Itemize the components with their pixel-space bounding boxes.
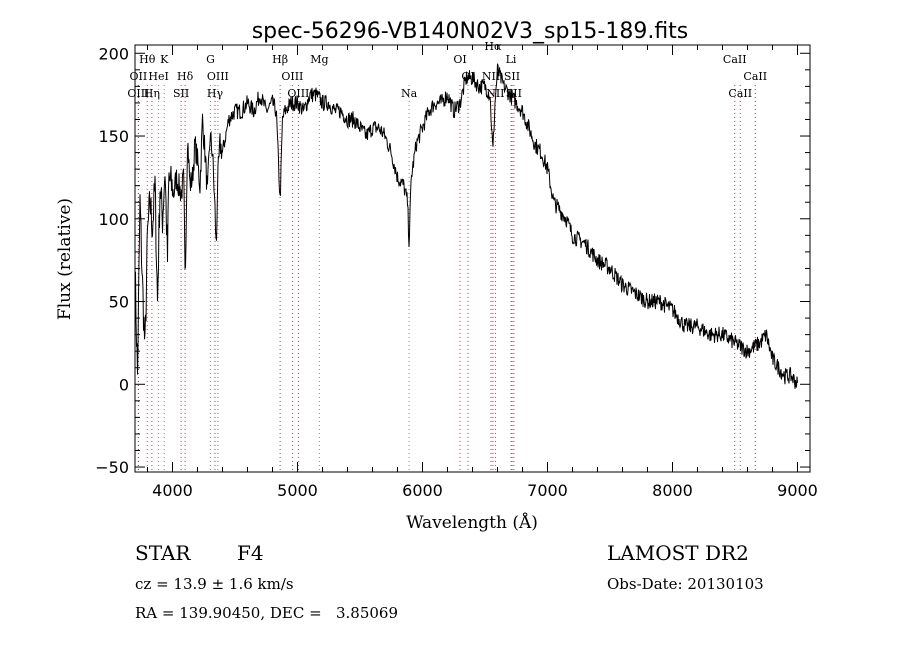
redshift-velocity: cz = 13.9 ± 1.6 km/s [135, 575, 294, 593]
y-tick-label: 0 [119, 375, 129, 394]
annotation-label: Hβ [272, 53, 288, 66]
x-tick-label: 5000 [277, 481, 318, 500]
annotation-label: Li [506, 53, 517, 66]
annotation-label: SII [173, 87, 189, 100]
annotation-label: OIII [281, 70, 303, 83]
x-tick-label: 8000 [652, 481, 693, 500]
annotation-label: Hη [144, 87, 160, 100]
chart-title: spec-56296-VB140N02V3_sp15-189.fits [252, 19, 689, 44]
annotation-label: OI [453, 53, 466, 66]
annotation-label: CaII [728, 87, 752, 100]
x-tick-label: 7000 [527, 481, 568, 500]
annotation-label: G [206, 53, 215, 66]
annotation-label: CaII [743, 70, 767, 83]
observation-date: Obs-Date: 20130103 [607, 575, 764, 593]
y-tick-label: 100 [98, 210, 129, 229]
y-tick-label: −50 [95, 458, 129, 477]
y-tick-label: 150 [98, 127, 129, 146]
annotation-label: Hδ [177, 70, 194, 83]
annotation-label: OII [130, 70, 148, 83]
coordinates: RA = 139.90450, DEC = 3.85069 [135, 604, 399, 622]
plot-frame [134, 44, 811, 473]
annotation-label: Mg [310, 53, 328, 66]
y-tick-label: 50 [109, 293, 129, 312]
annotation-label: HeI [148, 70, 168, 83]
annotation-label: K [160, 53, 169, 66]
annotation-label: Hγ [207, 87, 224, 100]
object-type: STAR [135, 541, 191, 565]
survey-label: LAMOST DR2 [607, 541, 749, 565]
axis-ticks: 4000 5000 6000 7000 8000 9000 −50 0 50 100 150 200 [95, 44, 818, 500]
annotation-label: OIII [127, 87, 149, 100]
y-axis-label: Flux (relative) [55, 198, 75, 320]
x-tick-label: 9000 [777, 481, 818, 500]
x-axis-label: Wavelength (Å) [406, 512, 538, 533]
annotation-label: CaII [723, 53, 747, 66]
annotation-label: SII [504, 70, 520, 83]
annotation-label: OIII [207, 70, 229, 83]
spectrum-line [134, 63, 798, 389]
annotation-label: NII [482, 70, 500, 83]
y-tick-label: 200 [98, 44, 129, 63]
subclass: F4 [237, 541, 264, 565]
annotation-label: Hα [484, 40, 502, 53]
x-tick-label: 4000 [152, 481, 193, 500]
annotation-label: Na [401, 87, 418, 100]
annotation-label: Hθ [139, 53, 156, 66]
x-tick-label: 6000 [402, 481, 443, 500]
